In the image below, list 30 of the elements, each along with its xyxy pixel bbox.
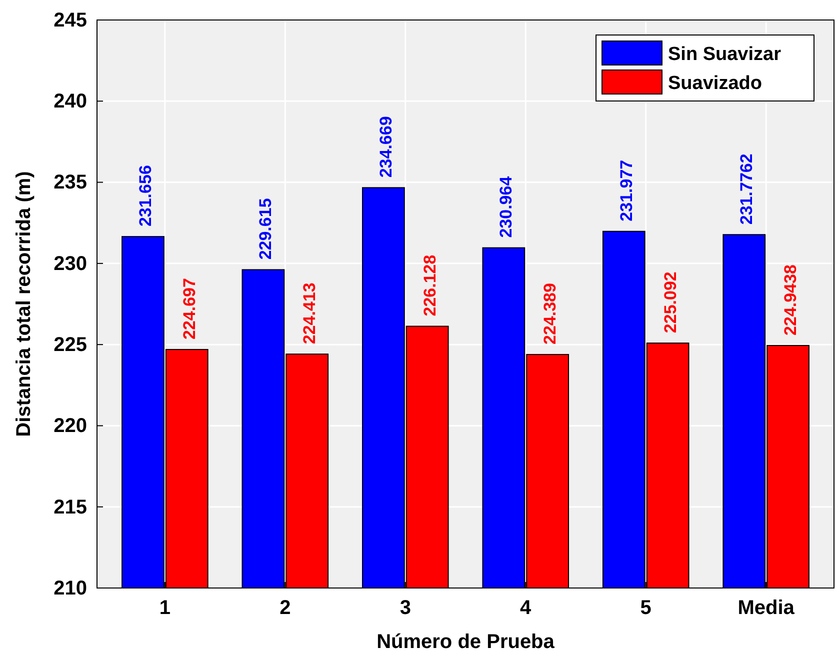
data-label: 224.697 — [180, 278, 199, 340]
y-tick-label: 210 — [54, 577, 87, 600]
x-tick-label: 1 — [159, 597, 170, 620]
y-tick-label: 220 — [54, 415, 87, 438]
legend-label: Sin Suavizar — [668, 44, 782, 65]
y-tick-label: 230 — [54, 252, 87, 275]
data-label: 224.9438 — [781, 264, 800, 336]
y-tick-label: 235 — [54, 172, 87, 194]
data-label: 231.977 — [616, 160, 636, 222]
x-axis-title: Número de Prueba — [376, 631, 556, 653]
x-tick-label: Media — [738, 597, 796, 620]
y-tick-label: 240 — [54, 90, 87, 113]
data-label: 234.669 — [376, 116, 396, 178]
x-tick-label: 2 — [280, 597, 291, 620]
y-tick-label: 225 — [54, 334, 87, 356]
data-label: 224.389 — [540, 283, 560, 344]
data-label: 229.615 — [256, 198, 276, 260]
data-label: 226.128 — [420, 254, 440, 316]
y-axis-title: Distancia total recorrida (m) — [13, 171, 35, 437]
y-tick-label: 245 — [54, 9, 87, 32]
x-tick-label: 3 — [400, 597, 411, 620]
data-label: 231.656 — [136, 165, 155, 227]
data-label: 230.964 — [496, 176, 516, 238]
x-tick-label: 5 — [640, 597, 652, 620]
legend-label: Suavizado — [668, 73, 762, 94]
data-label: 231.7762 — [737, 154, 756, 225]
data-label: 224.413 — [300, 282, 320, 344]
y-tick-label: 215 — [54, 496, 87, 518]
data-label: 225.092 — [660, 272, 680, 334]
x-tick-label: 4 — [520, 597, 532, 620]
